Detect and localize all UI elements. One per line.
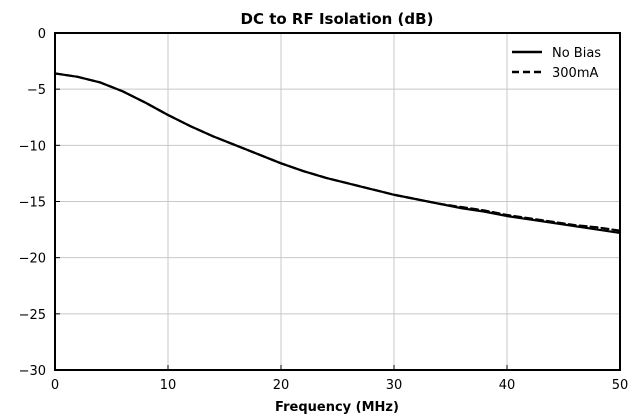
x-axis-label: Frequency (MHz) xyxy=(275,400,399,415)
y-tick-label: −20 xyxy=(19,252,46,267)
y-tick-label: −15 xyxy=(19,196,46,211)
chart-title: DC to RF Isolation (dB) xyxy=(241,10,434,28)
series-line-no-bias xyxy=(53,72,622,235)
x-tick-label: 0 xyxy=(51,378,59,393)
y-tick-label: −10 xyxy=(19,139,46,154)
y-tick-label: −5 xyxy=(27,83,46,98)
y-tick-label: −25 xyxy=(19,308,46,323)
y-tick-label: −30 xyxy=(19,364,46,379)
tick-labels: 0 10 20 30 40 50 0 −5 −10 −15 −20 −25 −30 xyxy=(19,27,629,393)
y-tick-label: 0 xyxy=(38,27,46,42)
legend-label: No Bias xyxy=(552,46,601,61)
series-lines xyxy=(53,72,622,235)
legend: No Bias 300mA xyxy=(512,46,601,81)
x-tick-label: 30 xyxy=(386,378,403,393)
grid-lines xyxy=(55,33,620,370)
x-tick-label: 20 xyxy=(273,378,290,393)
x-tick-label: 40 xyxy=(499,378,516,393)
legend-label: 300mA xyxy=(552,66,598,81)
series-line-300ma xyxy=(53,72,622,232)
x-tick-label: 10 xyxy=(160,378,177,393)
x-tick-label: 50 xyxy=(612,378,629,393)
